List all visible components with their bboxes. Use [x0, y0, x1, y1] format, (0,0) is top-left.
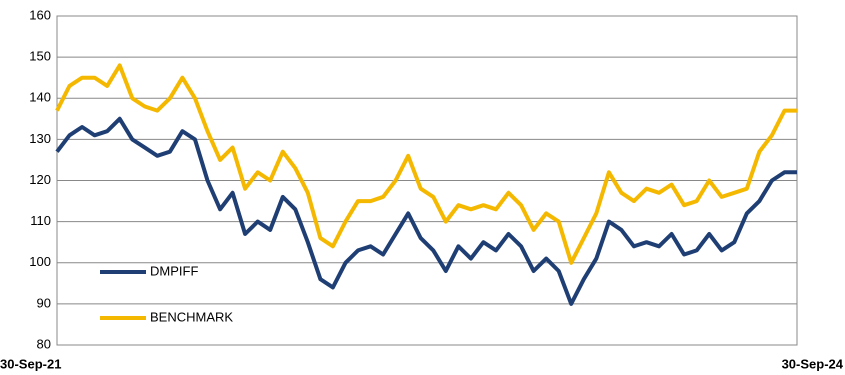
- y-tick-label: 150: [29, 49, 51, 64]
- y-tick-label: 120: [29, 172, 51, 187]
- y-tick-label: 130: [29, 131, 51, 146]
- y-tick-label: 90: [37, 295, 51, 310]
- y-tick-label: 110: [30, 213, 51, 228]
- legend-label: BENCHMARK: [150, 309, 233, 324]
- x-tick-label: 30-Sep-24: [782, 356, 844, 371]
- series-line: [55, 63, 797, 265]
- legend-label: DMPIFF: [150, 263, 198, 278]
- y-tick-label: 100: [29, 254, 51, 269]
- plot-border: [56, 15, 798, 346]
- x-tick-label: 30-Sep-21: [0, 356, 61, 371]
- y-tick-label: 80: [37, 336, 51, 351]
- y-tick-label: 160: [29, 7, 51, 22]
- y-tick-label: 140: [29, 90, 51, 105]
- series-line: [55, 116, 797, 306]
